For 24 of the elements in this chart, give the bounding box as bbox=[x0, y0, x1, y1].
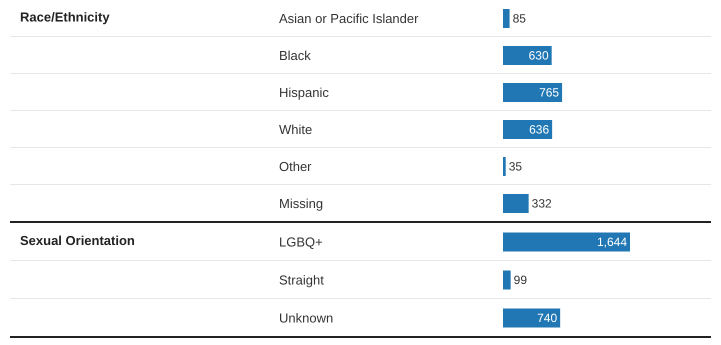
data-label: 1,644 bbox=[596, 235, 628, 249]
data-label: 332 bbox=[532, 196, 552, 210]
y-tick-label: Other bbox=[279, 159, 312, 174]
data-label: 636 bbox=[529, 122, 550, 136]
y-tick-label: Straight bbox=[279, 272, 324, 288]
y-tick-label: Hispanic bbox=[279, 85, 330, 100]
data-label: 99 bbox=[514, 273, 528, 287]
bar bbox=[503, 194, 529, 213]
data-label: 35 bbox=[508, 160, 522, 174]
bar bbox=[503, 157, 506, 176]
data-label: 630 bbox=[528, 48, 549, 62]
text: Sexual Orientation bbox=[20, 233, 135, 248]
y-tick-label: Black bbox=[279, 48, 312, 63]
y-tick-label: Asian or Pacific Islander bbox=[279, 11, 420, 26]
y-tick-label: Missing bbox=[279, 196, 324, 211]
bar bbox=[503, 83, 562, 102]
y-tick-label: White bbox=[279, 122, 312, 137]
y-tick-label: Unknown bbox=[279, 310, 334, 326]
data-label: 740 bbox=[537, 311, 558, 325]
data-label: 85 bbox=[512, 12, 526, 26]
bar bbox=[503, 9, 510, 28]
data-label: 765 bbox=[539, 86, 560, 100]
y-tick-label: LGBQ+ bbox=[279, 234, 323, 250]
text: Race/Ethnicity bbox=[20, 10, 110, 24]
